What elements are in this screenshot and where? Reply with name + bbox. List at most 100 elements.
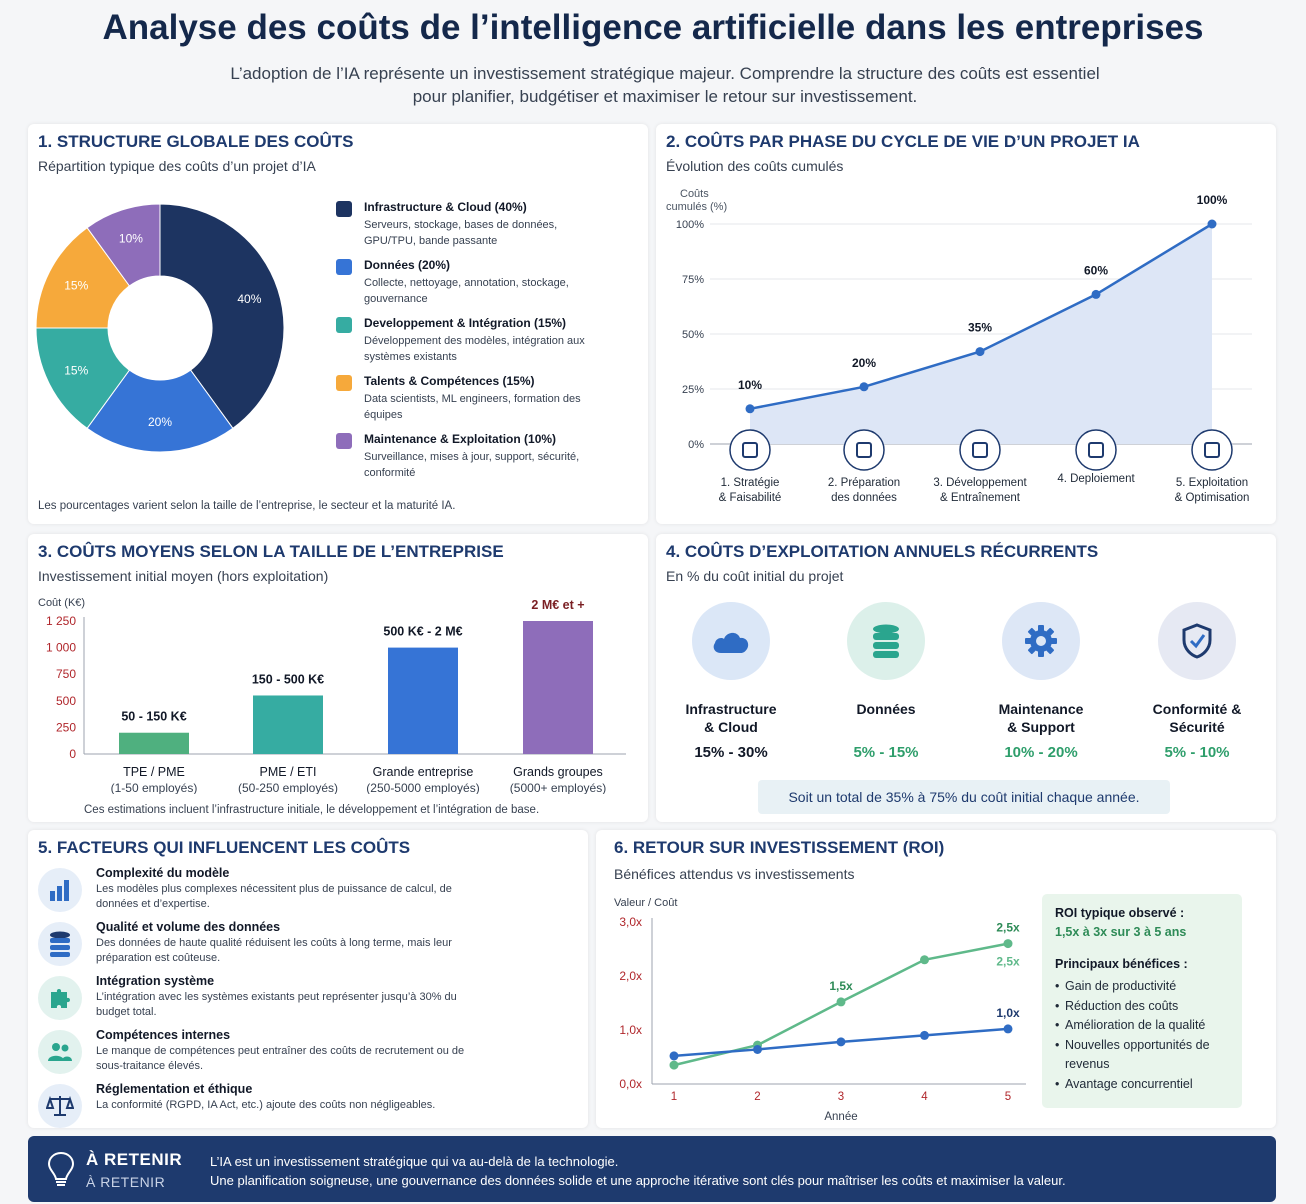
legend-swatch — [336, 259, 352, 275]
subtitle-line-2: pour planifier, budgétiser et maximiser … — [412, 87, 918, 106]
factor-item: Intégration système L’intégration avec l… — [38, 974, 598, 1028]
y-tick-label: 1 000 — [46, 641, 76, 655]
factor-item: Compétences internes Le manque de compét… — [38, 1028, 598, 1082]
cloud-icon — [692, 602, 770, 680]
bar-chart-icon — [38, 868, 82, 912]
x-tick-label: (250-5000 employés) — [366, 781, 479, 794]
phase-label: 1. Stratégie — [721, 477, 780, 489]
y-tick-label: 0% — [688, 439, 704, 451]
data-point — [1003, 939, 1013, 949]
donut-chart: 40% 20% 15% 15% 10% — [35, 203, 285, 453]
operating-cost-value: 15% - 30% — [694, 744, 768, 761]
people-icon — [38, 1030, 82, 1074]
legend-swatch — [336, 375, 352, 391]
pie-slice — [86, 369, 234, 453]
data-point — [836, 1037, 846, 1047]
bar-value-label: 2 M€ et + — [531, 598, 584, 612]
shield-icon — [1191, 429, 1233, 471]
page-subtitle: L’adoption de l’IA représente un investi… — [200, 62, 1130, 108]
legend-title: Maintenance & Exploitation (10%) — [364, 432, 557, 446]
phase-label: 5. Exploitation — [1176, 477, 1248, 489]
benefits-list: Gain de productivité Réduction des coûts… — [1055, 977, 1229, 1094]
data-point — [1091, 289, 1101, 299]
strategy-icon — [729, 429, 771, 471]
data-point — [836, 997, 846, 1007]
legend-swatch — [336, 201, 352, 217]
data-point — [920, 1030, 929, 1040]
legend-title: Infrastructure & Cloud (40%) — [364, 200, 527, 214]
factor-desc: L’intégration avec les systèmes existant… — [96, 991, 457, 1018]
page-title: Analyse des coûts de l’intelligence arti… — [102, 8, 1204, 47]
data-prep-icon — [843, 429, 885, 471]
data-point — [753, 1044, 762, 1054]
panel-roi: 6. RETOUR SUR INVESTISSEMENT (ROI) Bénéf… — [596, 830, 1276, 1128]
roi-summary-box: ROI typique observé : 1,5x à 3x sur 3 à … — [1042, 894, 1242, 1108]
y-axis-label: Valeur / Coût — [614, 897, 677, 909]
y-axis-label: Coûts — [680, 188, 709, 200]
x-tick-label: (50-250 employés) — [238, 781, 338, 794]
legend-desc: Data scientists, ML engineers, formation… — [364, 393, 581, 421]
phase-label: 2. Préparation — [828, 477, 900, 489]
legend-desc: Serveurs, stockage, bases de données, GP… — [364, 219, 558, 247]
data-label: 2,5x — [996, 921, 1020, 935]
phase-label: & Optimisation — [1175, 492, 1250, 504]
x-tick-label: (1-50 employés) — [111, 781, 198, 794]
legend-swatch — [336, 433, 352, 449]
factor-item: Qualité et volume des données Des donnée… — [38, 920, 598, 974]
legend-title: Talents & Compétences (15%) — [364, 374, 535, 388]
factor-item: Complexité du modèle Les modèles plus co… — [38, 866, 598, 920]
panel-title: 1. STRUCTURE GLOBALE DES COÛTS — [38, 132, 354, 151]
data-label: 1,0x — [996, 1006, 1020, 1020]
legend-desc: Surveillance, mises à jour, support, séc… — [364, 451, 580, 479]
y-tick-label: 100% — [676, 219, 704, 231]
panel-subtitle: En % du coût initial du projet — [666, 568, 844, 584]
x-tick-label: PME / ETI — [260, 765, 317, 779]
operating-cost-item: Données 5% - 15% — [811, 602, 961, 761]
panel-subtitle: Répartition typique des coûts d’un proje… — [38, 158, 316, 174]
data-point — [669, 1060, 679, 1070]
operating-cost-label: Conformité & Sécurité — [1152, 701, 1242, 735]
operating-cost-item: Infrastructure & Cloud 15% - 30% — [656, 602, 806, 761]
y-tick-label: 1 250 — [46, 614, 76, 628]
panel-title: 3. COÛTS MOYENS SELON LA TAILLE DE L’ENT… — [38, 542, 504, 561]
data-point — [975, 347, 985, 357]
y-tick-label: 750 — [56, 667, 76, 681]
legend-swatch — [336, 317, 352, 333]
factor-title: Complexité du modèle — [96, 866, 230, 880]
data-label: 60% — [1084, 263, 1108, 277]
y-tick-label: 50% — [682, 329, 704, 341]
operating-cost-value: 5% - 10% — [1164, 744, 1230, 761]
shield-check-icon — [1158, 602, 1236, 680]
factor-title: Qualité et volume des données — [96, 920, 281, 934]
banner-title: À RETENIR — [86, 1150, 183, 1169]
benefit-item: Nouvelles opportunités de revenus — [1055, 1036, 1229, 1075]
y-tick-label: 500 — [56, 694, 76, 708]
pie-slice-label: 10% — [119, 232, 143, 246]
panel-title: 2. COÛTS PAR PHASE DU CYCLE DE VIE D’UN … — [666, 132, 1140, 151]
bar — [388, 647, 458, 754]
panel-subtitle: Évolution des coûts cumulés — [666, 158, 844, 174]
puzzle-icon — [38, 976, 82, 1020]
x-tick-label: (5000+ employés) — [510, 781, 606, 794]
phase-label: & Faisabilité — [719, 492, 782, 504]
y-tick-label: 2,0x — [619, 969, 642, 983]
bar — [119, 732, 189, 754]
lightbulb-icon — [46, 1150, 76, 1193]
panel-lifecycle-costs: 2. COÛTS PAR PHASE DU CYCLE DE VIE D’UN … — [656, 124, 1276, 524]
benefits-title: Principaux bénéfices : — [1055, 957, 1188, 971]
phase-label: & Entraînement — [940, 492, 1021, 504]
data-label: 100% — [1197, 193, 1228, 207]
development-icon-glyph — [972, 442, 988, 458]
x-tick-label: TPE / PME — [123, 765, 185, 779]
scales-icon — [38, 1084, 82, 1128]
y-tick-label: 250 — [56, 720, 76, 734]
operating-cost-label: Données — [856, 701, 916, 717]
y-tick-label: 25% — [682, 384, 704, 396]
pie-slice-label: 20% — [148, 415, 172, 429]
operating-cost-item: Maintenance & Support 10% - 20% — [966, 602, 1116, 761]
roi-title: ROI typique observé : — [1055, 906, 1185, 920]
x-tick-label: 4 — [921, 1091, 928, 1103]
x-tick-label: 1 — [671, 1091, 677, 1103]
bar-value-label: 500 K€ - 2 M€ — [383, 625, 462, 639]
